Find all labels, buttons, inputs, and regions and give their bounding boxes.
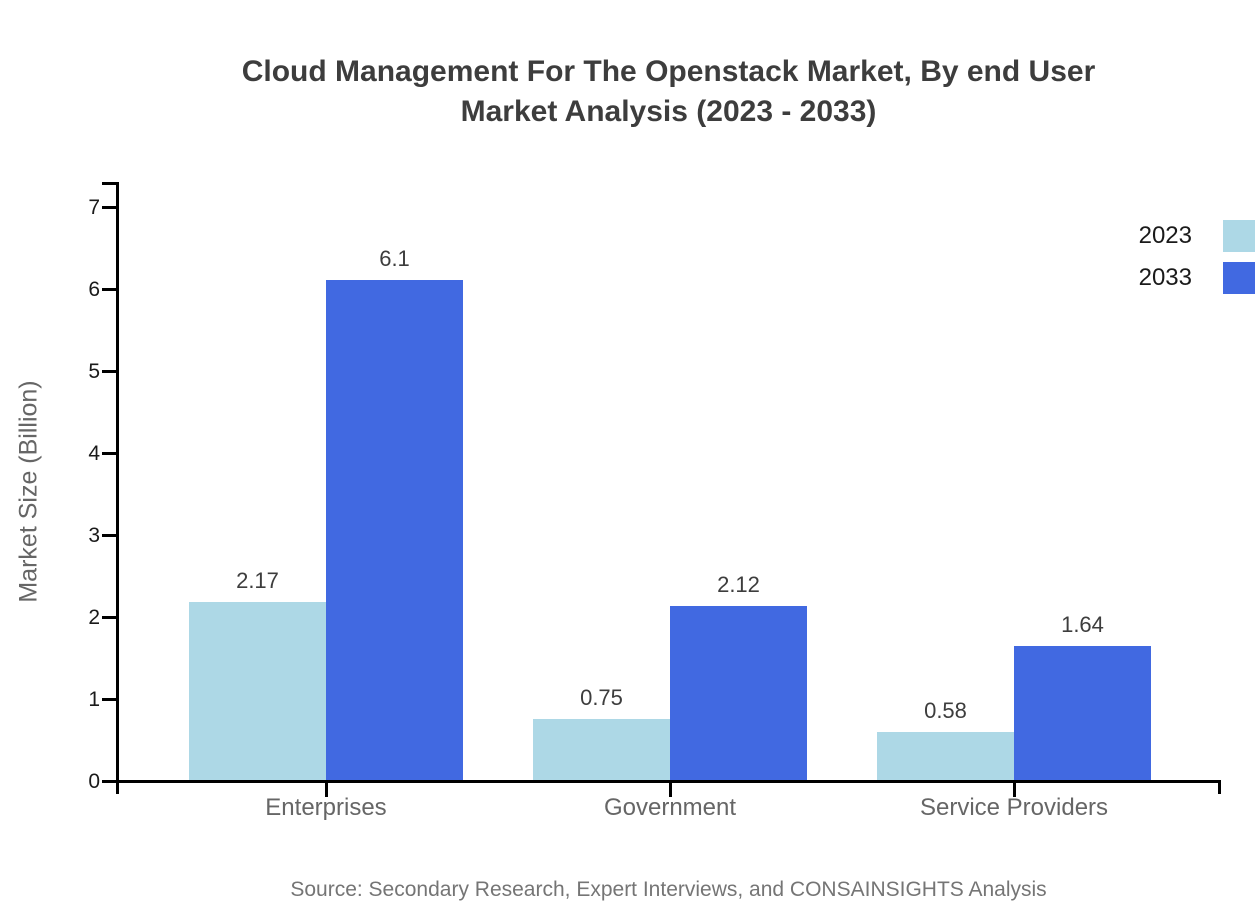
bar-value-label: 0.58: [924, 698, 967, 724]
y-axis-title: Market Size (Billion): [14, 380, 43, 603]
bar-value-label: 2.12: [717, 572, 760, 598]
legend-item-2023: 2023: [1042, 220, 1255, 252]
bar-2033-service-providers: [1014, 645, 1151, 780]
y-axis-tick-label: 1: [88, 688, 100, 711]
x-axis-category-label: Enterprises: [265, 794, 387, 821]
legend-item-2033: 2033: [1042, 262, 1255, 294]
y-axis-outer-tick: [102, 182, 116, 185]
y-axis-tick-label: 3: [88, 524, 100, 547]
x-axis-spine: [115, 780, 1221, 783]
bar-value-label: 0.75: [580, 684, 623, 710]
y-axis-tick: [102, 288, 116, 291]
x-axis-tick: [1013, 783, 1016, 797]
bar-value-label: 1.64: [1061, 611, 1104, 637]
x-axis-tick: [325, 783, 328, 797]
chart-title-line2: Market Analysis (2023 - 2033): [460, 95, 877, 128]
y-axis-spine: [116, 182, 119, 783]
legend-label-2023: 2023: [1138, 222, 1192, 249]
y-axis-tick: [102, 698, 116, 701]
bar-value-label: 2.17: [236, 568, 279, 594]
y-axis-tick: [102, 370, 116, 373]
y-axis-tick-label: 2: [88, 606, 100, 629]
legend-label-2033: 2033: [1138, 264, 1192, 291]
y-axis-tick: [102, 452, 116, 455]
y-axis-tick-label: 5: [88, 360, 100, 383]
y-axis-tick: [102, 206, 116, 209]
x-axis-category-label: Service Providers: [919, 794, 1109, 821]
bar-2023-service-providers: [877, 732, 1014, 780]
y-axis-tick: [102, 534, 116, 537]
x-axis-outer-tick-left: [116, 780, 119, 794]
y-axis-tick-label: 4: [88, 442, 100, 465]
bar-2033-government: [670, 606, 807, 780]
y-axis-tick: [102, 780, 116, 783]
chart-title: Cloud Management For The Openstack Marke…: [115, 52, 1222, 132]
y-axis-tick-label: 7: [88, 196, 100, 219]
legend: 2023 2033: [1042, 220, 1255, 304]
y-axis-tick: [102, 616, 116, 619]
x-axis-outer-tick-right: [1218, 780, 1221, 794]
x-axis-tick: [669, 783, 672, 797]
y-axis-tick-label: 6: [88, 278, 100, 301]
bar-value-label: 6.1: [379, 245, 410, 271]
x-axis-category-label: Government: [603, 794, 737, 821]
legend-swatch-2023: [1223, 220, 1255, 252]
bar-2033-enterprises: [326, 279, 463, 780]
bar-2023-government: [533, 718, 670, 780]
bar-2023-enterprises: [189, 602, 326, 780]
y-axis-tick-label: 0: [88, 770, 100, 793]
legend-swatch-2033: [1223, 262, 1255, 294]
chart-title-line1: Cloud Management For The Openstack Marke…: [241, 55, 1096, 88]
source-note: Source: Secondary Research, Expert Inter…: [290, 878, 1047, 901]
